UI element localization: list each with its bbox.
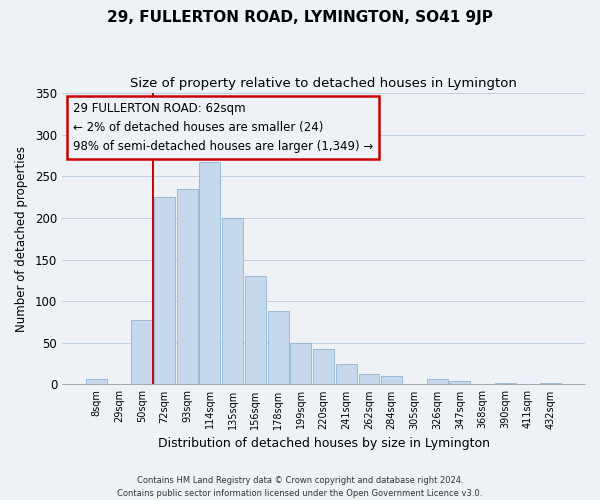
Bar: [381, 376, 402, 384]
Y-axis label: Number of detached properties: Number of detached properties: [15, 146, 28, 332]
Bar: [290, 343, 311, 384]
Bar: [268, 311, 289, 384]
Bar: [131, 320, 152, 384]
Bar: [86, 380, 107, 384]
Bar: [199, 162, 220, 384]
Text: 29, FULLERTON ROAD, LYMINGTON, SO41 9JP: 29, FULLERTON ROAD, LYMINGTON, SO41 9JP: [107, 10, 493, 25]
Bar: [313, 348, 334, 384]
Title: Size of property relative to detached houses in Lymington: Size of property relative to detached ho…: [130, 78, 517, 90]
Bar: [449, 381, 470, 384]
Bar: [154, 197, 175, 384]
Bar: [336, 364, 357, 384]
Bar: [495, 383, 516, 384]
Bar: [427, 378, 448, 384]
Text: Contains HM Land Registry data © Crown copyright and database right 2024.
Contai: Contains HM Land Registry data © Crown c…: [118, 476, 482, 498]
Text: 29 FULLERTON ROAD: 62sqm
← 2% of detached houses are smaller (24)
98% of semi-de: 29 FULLERTON ROAD: 62sqm ← 2% of detache…: [73, 102, 373, 153]
Bar: [222, 218, 243, 384]
X-axis label: Distribution of detached houses by size in Lymington: Distribution of detached houses by size …: [158, 437, 490, 450]
Bar: [541, 383, 561, 384]
Bar: [359, 374, 379, 384]
Bar: [245, 276, 266, 384]
Bar: [177, 189, 197, 384]
